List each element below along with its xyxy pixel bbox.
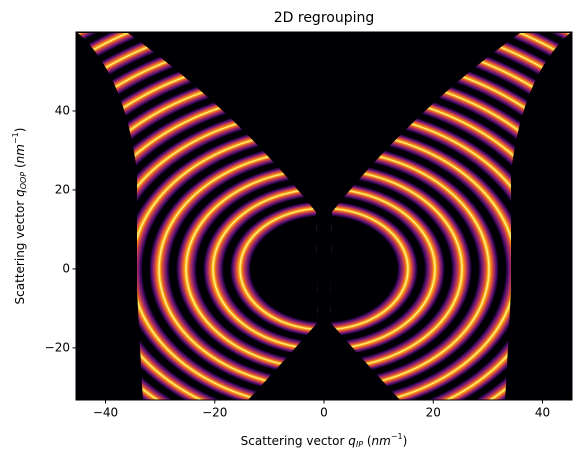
y-label-part: −1 bbox=[11, 132, 20, 144]
y-label-part: nm bbox=[13, 144, 27, 163]
x-tick-label: −20 bbox=[202, 406, 227, 420]
x-label-part: −1 bbox=[391, 432, 403, 441]
y-label-part: ) bbox=[13, 128, 27, 133]
heatmap-image bbox=[76, 32, 572, 400]
y-label-part: q bbox=[13, 189, 27, 197]
x-label-part: ( bbox=[363, 434, 372, 448]
y-tick-label: 20 bbox=[55, 182, 70, 196]
x-label-part: ) bbox=[403, 434, 408, 448]
x-tick-label: 20 bbox=[426, 406, 441, 420]
y-tick-label: −20 bbox=[45, 340, 70, 354]
y-tick-label: 40 bbox=[55, 103, 70, 117]
x-tick-label: 0 bbox=[320, 406, 328, 420]
x-label-part: q bbox=[348, 434, 356, 448]
x-axis-label: Scattering vector qIP (nm−1) bbox=[241, 432, 408, 449]
x-label-part: nm bbox=[372, 434, 391, 448]
x-tick-label: −40 bbox=[93, 406, 118, 420]
y-label-part: ( bbox=[13, 163, 27, 172]
chart-title: 2D regrouping bbox=[274, 10, 375, 26]
y-axis-label: Scattering vector qOOP (nm−1) bbox=[11, 128, 28, 305]
x-tick-label: 40 bbox=[535, 406, 550, 420]
y-label-part: OOP bbox=[19, 172, 28, 190]
y-tick-label: 0 bbox=[62, 261, 70, 275]
y-label-part: Scattering vector bbox=[13, 197, 27, 305]
x-label-part: Scattering vector bbox=[241, 434, 349, 448]
x-label-part: IP bbox=[356, 440, 363, 449]
